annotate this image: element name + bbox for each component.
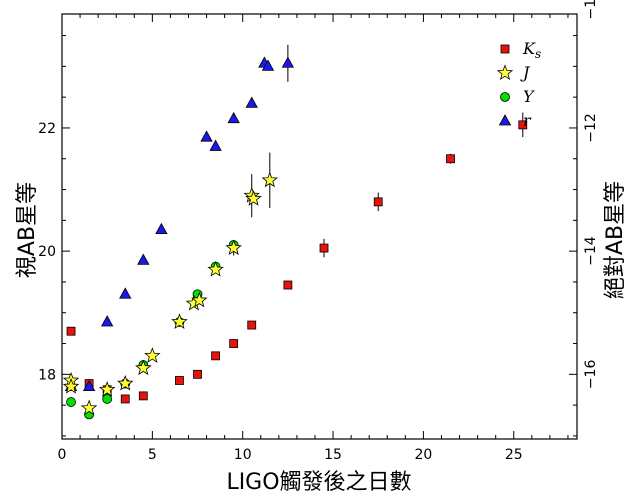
y-tick-label: 18 (38, 367, 56, 383)
point-ks (319, 243, 329, 253)
x-axis-title: LIGO觸發後之日數 (226, 470, 411, 495)
legend-marker-ks (500, 44, 510, 54)
point-j (245, 190, 262, 206)
y2-tick-label: −14 (583, 236, 599, 266)
y-tick-label: 22 (38, 121, 56, 137)
point-ks (373, 197, 383, 207)
point-r (281, 56, 295, 68)
point-ks (518, 120, 528, 130)
point-ks (138, 391, 148, 401)
point-r (227, 111, 240, 124)
plot-area (61, 13, 578, 440)
y2-axis-title: 絕對AB星等 (603, 181, 628, 299)
point-j (191, 291, 208, 308)
point-y (66, 397, 76, 407)
y2-tick-label: −16 (583, 359, 599, 389)
point-r (100, 315, 114, 327)
legend-marker-r (498, 114, 512, 126)
legend-marker-j (496, 64, 514, 80)
point-j (117, 374, 134, 391)
point-j (62, 378, 80, 394)
point-ks (229, 339, 239, 348)
point-j (261, 171, 279, 188)
point-j (135, 359, 152, 376)
x-tick-label: 10 (234, 447, 252, 463)
point-r (137, 253, 150, 265)
point-r (261, 59, 275, 71)
x-tick-label: 20 (414, 447, 432, 463)
legend-label-subscript: s (535, 47, 541, 61)
point-ks (193, 369, 202, 379)
data-marks (62, 44, 528, 420)
point-j (207, 261, 224, 277)
point-r (82, 379, 96, 392)
point-ks (283, 280, 293, 290)
x-tick-label: 25 (505, 447, 523, 463)
point-ks (66, 326, 76, 336)
legend-label-j: J (520, 63, 531, 82)
point-ks (211, 351, 220, 361)
point-r (200, 130, 213, 142)
point-ks (446, 154, 455, 164)
point-j (80, 399, 98, 416)
point-j (171, 313, 188, 329)
x-tick-label: 5 (148, 447, 157, 463)
y-tick-label: 20 (38, 244, 56, 260)
point-r (209, 139, 222, 151)
series-r (64, 44, 295, 392)
y2-tick-label: −12 (583, 113, 599, 143)
legend-label-y: Y (523, 87, 535, 106)
point-r (245, 96, 258, 108)
point-r (155, 222, 168, 234)
legend-label-r: r (523, 111, 532, 130)
x-tick-label: 0 (58, 447, 67, 463)
point-y (102, 394, 113, 404)
legend-marker-y (500, 92, 510, 102)
y-axis-title: 視AB星等 (15, 182, 40, 278)
axis-ticks: 0 5 10 15 20 25 18 20 22 −16 −14 −12 −10 (38, 0, 599, 463)
point-ks (120, 394, 130, 404)
series-j (62, 152, 279, 416)
y2-tick-label: −10 (583, 0, 599, 20)
point-j (144, 347, 161, 363)
point-r (119, 287, 132, 299)
point-j (225, 239, 242, 256)
point-ks (247, 320, 257, 330)
point-j (98, 381, 116, 397)
point-ks (175, 376, 184, 385)
x-tick-label: 15 (324, 447, 342, 463)
